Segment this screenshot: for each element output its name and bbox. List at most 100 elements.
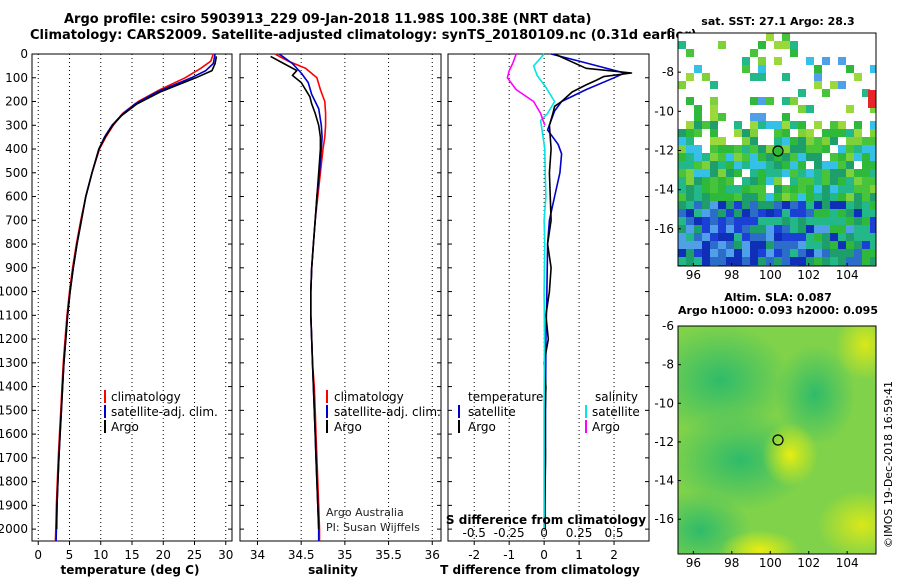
sst-cell	[846, 249, 854, 257]
sst-cell	[686, 145, 694, 153]
sst-cell	[686, 137, 694, 145]
sst-cell	[798, 209, 806, 217]
sst-cell	[678, 185, 686, 193]
sst-cell	[694, 121, 702, 129]
sst-cell	[814, 65, 822, 73]
sla-map	[677, 325, 877, 555]
sst-cell	[718, 177, 726, 185]
sst-cell	[862, 137, 870, 145]
sst-cell	[790, 161, 798, 169]
sst-cell	[814, 145, 822, 153]
sst-cell	[678, 81, 686, 89]
sst-cell	[742, 145, 750, 153]
sst-cell	[806, 153, 814, 161]
sst-cell	[814, 217, 822, 225]
sst-cell	[686, 129, 694, 137]
sst-cell	[870, 233, 876, 241]
sst-cell	[678, 41, 686, 49]
sst-cell	[702, 201, 710, 209]
sst-cell	[726, 217, 734, 225]
sst-cell	[678, 217, 686, 225]
sst-cell	[750, 145, 758, 153]
sst-cell	[830, 169, 838, 177]
sst-cell	[774, 153, 782, 161]
sst-cell	[782, 97, 790, 105]
sst-cell	[846, 145, 854, 153]
x-tick-label: 0	[34, 548, 42, 562]
argo-position-marker-sla	[772, 434, 784, 446]
sst-cell	[726, 201, 734, 209]
sst-cell	[742, 201, 750, 209]
sst-cell	[814, 137, 822, 145]
sst-cell	[718, 185, 726, 193]
salinity-panel	[239, 53, 442, 542]
sst-cell	[862, 225, 870, 233]
sst-cell	[862, 169, 870, 177]
sst-cell	[846, 153, 854, 161]
sst-cell	[686, 185, 694, 193]
map-x-tick-label: 96	[686, 556, 701, 570]
sst-cell	[830, 177, 838, 185]
x-tick-label: 0	[540, 548, 548, 562]
sla-map-title-2: Argo h1000: 0.093 h2000: 0.095	[678, 304, 878, 317]
sst-cell	[798, 249, 806, 257]
sst-cell	[750, 193, 758, 201]
sst-cell	[750, 169, 758, 177]
sst-cell	[862, 201, 870, 209]
sst-cell	[742, 249, 750, 257]
sst-cell	[766, 145, 774, 153]
sst-cell	[710, 217, 718, 225]
sst-cell	[726, 209, 734, 217]
sst-cell	[838, 209, 846, 217]
sst-cell	[822, 145, 830, 153]
sst-cell	[870, 241, 876, 249]
sst-cell	[750, 185, 758, 193]
sst-cell	[862, 161, 870, 169]
sst-cell	[830, 225, 838, 233]
sst-cell	[790, 209, 798, 217]
sst-cell	[702, 177, 710, 185]
sst-cell	[790, 225, 798, 233]
sst-cell	[838, 177, 846, 185]
sst-cell	[838, 153, 846, 161]
sst-cell	[678, 193, 686, 201]
sst-cell	[694, 105, 702, 113]
sst-cell	[854, 249, 862, 257]
sst-cell	[814, 161, 822, 169]
sst-cell	[742, 65, 750, 73]
sst-cell	[774, 257, 782, 265]
sst-cell	[694, 113, 702, 121]
sst-cell	[726, 177, 734, 185]
sst-cell	[870, 145, 876, 153]
sst-cell	[742, 209, 750, 217]
sst-cell	[726, 193, 734, 201]
sst-cell	[742, 233, 750, 241]
sst-cell	[766, 209, 774, 217]
sst-cell	[734, 185, 742, 193]
sst-cell	[814, 257, 822, 265]
x-tick-label-2: 0.25	[566, 526, 593, 540]
y-tick-label: 1000	[0, 285, 28, 299]
sst-cell	[854, 153, 862, 161]
sst-cell	[758, 145, 766, 153]
y-tick-label: 1600	[0, 427, 28, 441]
sst-cell	[790, 145, 798, 153]
sst-cell	[790, 249, 798, 257]
sst-cell	[678, 145, 686, 153]
y-tick-label: 300	[5, 118, 28, 132]
y-tick-label: 200	[5, 95, 28, 109]
sst-cell	[838, 217, 846, 225]
sst-cell	[678, 169, 686, 177]
sst-cell	[710, 121, 718, 129]
sst-cell	[870, 193, 876, 201]
map-y-tick-label: -12	[654, 435, 674, 449]
sst-cell	[806, 129, 814, 137]
legend-s-argo: Argo	[592, 420, 620, 434]
sst-cell	[790, 241, 798, 249]
sst-cell	[758, 257, 766, 265]
sst-cell	[710, 145, 718, 153]
sst-cell	[862, 209, 870, 217]
y-tick-label: 700	[5, 213, 28, 227]
sst-cell	[774, 217, 782, 225]
sst-cell	[758, 249, 766, 257]
